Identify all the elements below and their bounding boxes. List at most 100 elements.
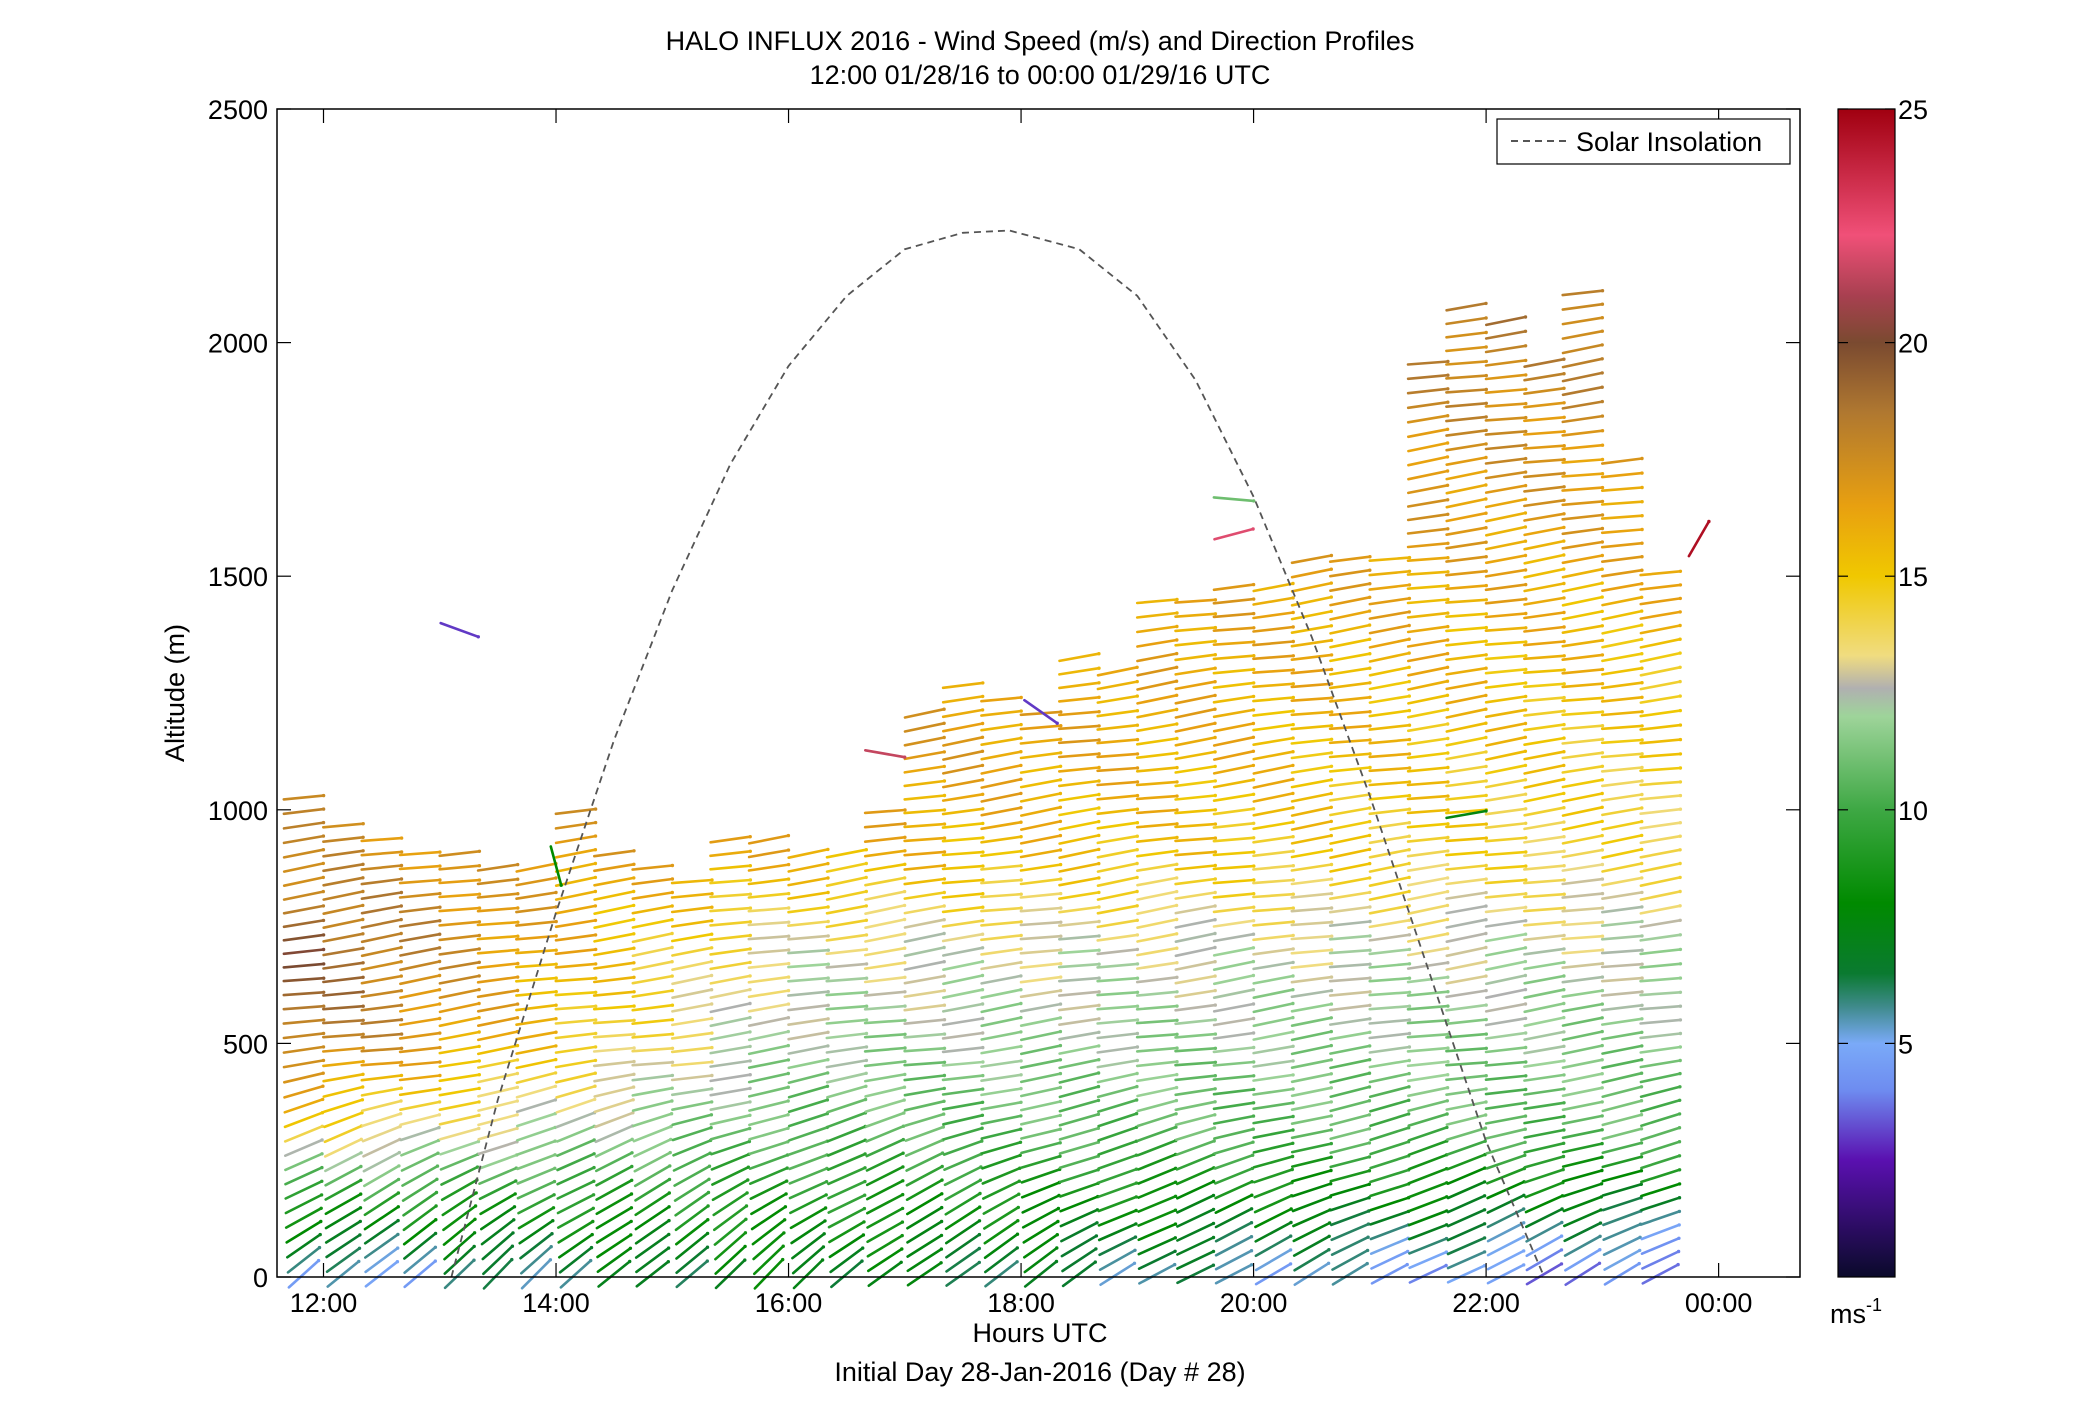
wind-barb: [1290, 668, 1333, 675]
wind-barb: [515, 1071, 557, 1084]
wind-barb: [1484, 554, 1527, 565]
wind-barb: [322, 961, 365, 970]
wind-barb: [1368, 876, 1411, 888]
wind-barb: [1058, 1127, 1100, 1141]
wind-barb-head: [1097, 792, 1101, 797]
wind-barb: [282, 1071, 325, 1084]
wind-barb: [1176, 1236, 1215, 1256]
wind-barb-head: [477, 987, 481, 992]
wind-barb-head: [1407, 1126, 1411, 1130]
wind-barb: [1445, 316, 1488, 326]
wind-barb: [980, 777, 1023, 789]
wind-barb-head: [594, 990, 598, 994]
wind-barb-head: [1291, 1073, 1295, 1077]
wind-barb: [1561, 805, 1604, 817]
wind-barb-head: [1562, 512, 1566, 516]
wind-barb-head: [748, 1001, 752, 1006]
wind-barb-head: [1484, 836, 1489, 840]
wind-barb-head: [667, 1205, 671, 1209]
wind-barb-head: [554, 962, 558, 966]
wind-barb: [1058, 752, 1101, 759]
wind-barb-head: [472, 1258, 476, 1262]
wind-barb-head: [1330, 920, 1334, 924]
wind-barb: [632, 1112, 673, 1128]
wind-barb: [863, 975, 907, 984]
wind-barb: [1174, 721, 1217, 733]
wind-barb-head: [476, 1139, 481, 1144]
wind-barb-head: [1368, 1003, 1372, 1007]
legend: Solar Insolation: [1496, 118, 1791, 165]
wind-barb: [980, 920, 1023, 927]
wind-barb: [864, 1098, 906, 1113]
wind-barb-head: [589, 1258, 593, 1263]
wind-barb: [1137, 1153, 1177, 1171]
wind-barb: [945, 1261, 981, 1287]
wind-barb-head: [1175, 990, 1179, 994]
x-tick-label: 18:00: [987, 1288, 1055, 1318]
wind-barb-head: [1600, 343, 1604, 347]
wind-barb-head: [981, 836, 985, 840]
wind-barb: [1445, 808, 1488, 815]
wind-barb: [1600, 934, 1644, 941]
wind-barb: [1252, 820, 1295, 831]
wind-barb: [519, 1245, 553, 1275]
wind-barb-head: [1291, 1015, 1295, 1020]
wind-barb: [941, 850, 985, 857]
wind-barb-head: [1562, 920, 1566, 924]
wind-barb: [360, 946, 403, 958]
wind-barb: [1058, 1017, 1101, 1026]
wind-barb-head: [1213, 836, 1218, 840]
wind-barb-head: [1329, 1155, 1333, 1159]
wind-barb: [863, 1004, 907, 1011]
wind-barb: [1176, 1208, 1215, 1228]
wind-barb: [1174, 946, 1217, 958]
wind-barbs: [282, 289, 1711, 1290]
wind-barb-head: [1597, 1261, 1602, 1266]
wind-barb-head: [593, 1058, 598, 1063]
wind-barb: [980, 988, 1023, 1000]
wind-barb: [1096, 1059, 1139, 1069]
wind-barb-head: [435, 1164, 440, 1168]
wind-barb-head: [1327, 1221, 1332, 1225]
wind-barb: [1096, 890, 1139, 901]
wind-barb-head: [321, 904, 326, 908]
wind-barb: [516, 1167, 557, 1185]
wind-barb-head: [1677, 1209, 1682, 1214]
wind-barb: [1096, 680, 1139, 691]
wind-barb: [1213, 1140, 1255, 1155]
wind-barb: [1561, 316, 1604, 326]
wind-barb: [1212, 1101, 1255, 1111]
wind-barb: [554, 962, 598, 969]
wind-barb: [983, 1246, 1019, 1274]
wind-barb: [1096, 738, 1139, 745]
wind-barb-head: [1058, 1099, 1063, 1104]
wind-barb: [1136, 1112, 1178, 1128]
wind-barb: [1408, 1209, 1448, 1227]
wind-barb: [1019, 820, 1062, 831]
wind-barb: [1563, 1235, 1602, 1257]
wind-barb: [1561, 1030, 1604, 1042]
wind-barb: [747, 1085, 790, 1098]
wind-barb-head: [1213, 1100, 1217, 1104]
wind-barb: [1212, 905, 1255, 914]
wind-barb-head: [1329, 682, 1334, 686]
wind-barb: [1019, 989, 1062, 999]
wind-barb-head: [942, 918, 946, 922]
wind-barb: [1369, 1112, 1410, 1127]
wind-barb-head: [434, 1204, 438, 1208]
wind-barb: [1639, 780, 1682, 787]
wind-barb: [864, 918, 906, 930]
wind-barb-head: [631, 1111, 635, 1115]
wind-barb: [903, 765, 946, 774]
wind-barb: [1252, 961, 1295, 971]
wind-barb: [1523, 625, 1566, 633]
wind-barb: [942, 1126, 984, 1141]
wind-barb: [1135, 1060, 1179, 1068]
wind-barb: [1406, 1033, 1450, 1039]
wind-barb-head: [1600, 791, 1604, 796]
wind-barb-head: [710, 1073, 714, 1078]
wind-barb-head: [705, 1245, 710, 1249]
wind-barb: [1445, 345, 1488, 353]
wind-barb: [1329, 834, 1371, 845]
wind-barb-head: [1676, 1249, 1681, 1254]
